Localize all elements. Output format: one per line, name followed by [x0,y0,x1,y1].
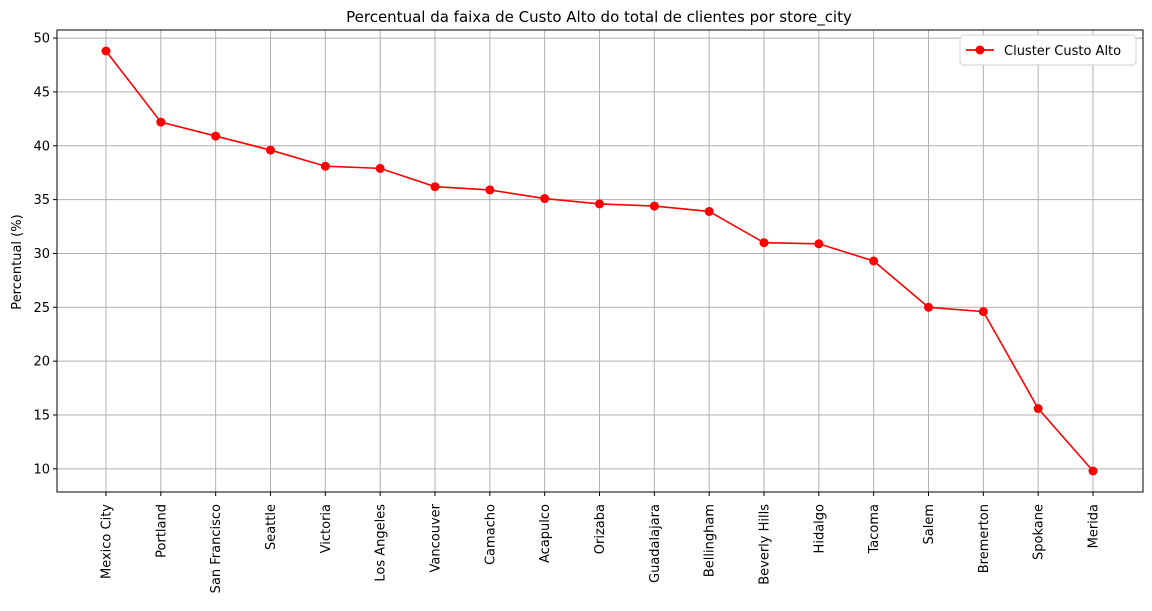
x-tick-label: San Francisco [209,504,224,593]
y-tick-label: 30 [33,247,50,262]
legend-box [959,34,1137,66]
x-tick-label: Merida [1087,504,1102,548]
legend-marker-swatch [975,45,985,55]
legend-label: Cluster Custo Alto [1004,44,1121,59]
y-tick-label: 10 [33,462,50,477]
data-point [704,206,714,216]
x-tick-label: Acapulco [538,504,553,563]
data-point [978,307,988,317]
data-point [156,117,166,127]
y-tick-label: 20 [33,355,50,370]
data-point [1033,404,1043,414]
data-point [101,46,111,56]
x-tick-label: Bellingham [703,504,718,577]
data-point [1088,466,1098,476]
x-tick-label: Guadalajara [648,504,663,583]
x-tick-label: Seattle [264,504,279,550]
data-point [814,239,824,249]
y-tick-label: 25 [33,301,50,316]
x-tick-label: Orizaba [593,504,608,554]
y-tick-label: 45 [33,85,50,100]
data-point [540,194,550,204]
x-tick-label: Los Angeles [374,504,389,582]
x-tick-label: Victoria [319,504,334,553]
data-point [869,256,879,266]
y-tick-label: 15 [33,409,50,424]
data-point [211,131,221,141]
y-tick-label: 35 [33,193,50,208]
y-tick-label: 50 [33,32,50,47]
x-tick-label: Salem [922,504,937,545]
data-point [485,185,495,195]
legend: Cluster Custo Alto [959,34,1137,66]
data-point [595,199,604,209]
x-tick-label: Portland [154,504,169,558]
chart-title: Percentual da faixa de Custo Alto do tot… [346,8,852,27]
plot-frame [56,29,1144,493]
x-tick-label: Bremerton [977,504,992,573]
x-tick-label: Vancouver [429,503,444,572]
y-tick-label: 40 [33,139,50,154]
data-point [924,302,933,312]
x-tick-label: Camacho [483,504,498,565]
x-tick-label: Tacoma [867,504,882,555]
data-point [266,145,275,155]
y-axis-label: Percentual (%) [10,214,25,309]
series [101,46,1098,476]
data-point [649,201,659,211]
data-point [759,238,769,248]
data-point [375,163,385,173]
x-tick-label: Spokane [1032,504,1047,560]
x-tick-label: Mexico City [100,504,115,579]
data-point [320,161,330,171]
data-point [430,182,440,192]
x-tick-label: Hidalgo [812,504,827,553]
grid [57,30,1143,492]
x-tick-label: Beverly Hills [758,504,773,585]
axes: Mexico City Portland San Francisco Seattle V… [33,29,1144,593]
